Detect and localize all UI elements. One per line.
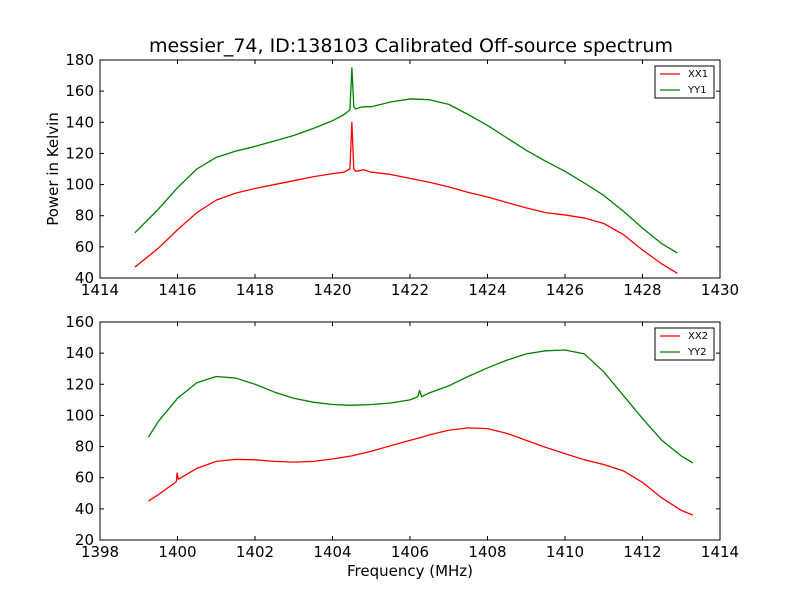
y-tick-label: 40 [75, 500, 94, 518]
x-tick-label: 1422 [391, 281, 429, 299]
x-tick-label: 1402 [236, 543, 274, 561]
y-tick-label: 60 [75, 469, 94, 487]
series-line-xx2 [148, 427, 694, 516]
legend: XX1 YY1 [654, 65, 715, 99]
y-tick-label: 60 [75, 238, 94, 256]
chart-top: messier_74, ID:138103 Calibrated Off-sou… [44, 35, 739, 299]
x-tick-label: 1408 [468, 543, 506, 561]
chart-bottom: Frequency (MHz) 1398 1400 1402 1404 1406 1408… [65, 313, 739, 580]
y-tick-label: 140 [65, 344, 94, 362]
legend: XX2 YY2 [654, 327, 715, 361]
x-tick-label: 1398 [81, 543, 119, 561]
legend-label-yy2: YY2 [687, 347, 707, 358]
y-tick-label: 100 [65, 176, 94, 194]
x-tick-label: 1414 [81, 281, 119, 299]
legend-box [654, 327, 715, 361]
legend-label-xx1: XX1 [688, 69, 708, 80]
y-axis-label: Power in Kelvin [44, 112, 62, 226]
plot-frame [99, 321, 721, 541]
series-layer [134, 67, 678, 274]
series-line-xx1 [134, 121, 678, 274]
x-tick-label: 1424 [468, 281, 506, 299]
x-tick-label: 1418 [236, 281, 274, 299]
x-tick-label: 1426 [546, 281, 584, 299]
y-tick-label: 120 [65, 375, 94, 393]
tick-layer: 1414 1416 1418 1420 1422 1424 1426 1428 1430 40 60… [65, 51, 739, 299]
x-tick-label: 1416 [158, 281, 196, 299]
x-tick-label: 1400 [158, 543, 196, 561]
series-layer [147, 349, 694, 516]
x-tick-label: 1406 [391, 543, 429, 561]
tick-layer: 1398 1400 1402 1404 1406 1408 1410 1412 1414 20 40… [65, 313, 739, 561]
y-tick-label: 180 [65, 51, 94, 69]
x-tick-label: 1420 [313, 281, 351, 299]
y-tick-label: 160 [65, 313, 94, 331]
plot-frame [99, 59, 721, 279]
x-tick-label: 1428 [623, 281, 661, 299]
x-axis-label: Frequency (MHz) [347, 562, 473, 580]
legend-box [654, 65, 715, 99]
y-tick-label: 140 [65, 113, 94, 131]
y-tick-label: 20 [75, 531, 94, 549]
x-tick-label: 1430 [701, 281, 739, 299]
series-line-yy1 [134, 67, 678, 254]
y-tick-label: 40 [75, 269, 94, 287]
y-tick-label: 120 [65, 144, 94, 162]
x-tick-label: 1412 [623, 543, 661, 561]
chart-title: messier_74, ID:138103 Calibrated Off-sou… [149, 35, 673, 57]
x-tick-label: 1414 [701, 543, 739, 561]
y-tick-label: 160 [65, 82, 94, 100]
legend-label-xx2: XX2 [688, 331, 708, 342]
x-tick-label: 1410 [546, 543, 584, 561]
legend-label-yy1: YY1 [687, 85, 707, 96]
series-line-yy2 [147, 349, 694, 464]
x-tick-label: 1404 [313, 543, 351, 561]
y-tick-label: 80 [75, 438, 94, 456]
y-tick-label: 100 [65, 406, 94, 424]
y-tick-label: 80 [75, 207, 94, 225]
